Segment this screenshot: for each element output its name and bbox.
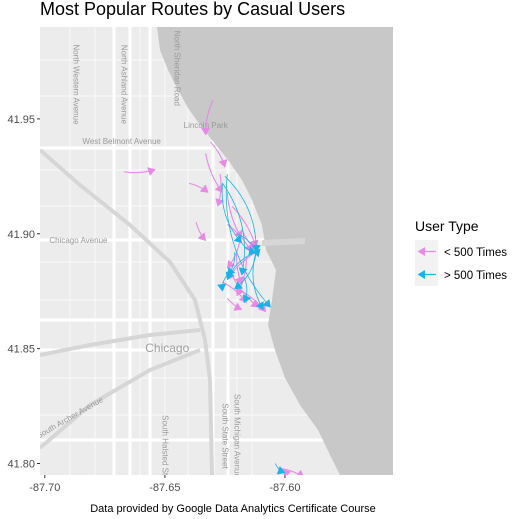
y-tick-label: 41.85 [7, 344, 35, 356]
route-arrowhead [297, 469, 304, 475]
route-arrowhead [227, 259, 236, 269]
map-street-label: North Western Avenue [72, 44, 81, 125]
x-tick-label: -87.60 [269, 482, 300, 494]
route-arrowhead [218, 159, 228, 168]
chart-title: Most Popular Routes by Casual Users [40, 0, 345, 19]
route-arrowhead [199, 184, 209, 193]
map-street-label: North Sheridan Road [172, 31, 181, 106]
route-arrowhead [233, 234, 243, 244]
legend-arrow-over-500 [417, 269, 436, 280]
x-tick-label: -87.70 [29, 482, 60, 494]
map-street-label: North Ashland Avenue [120, 45, 129, 125]
routes-over-500 [217, 173, 286, 475]
expressways [40, 27, 214, 475]
route-arrowhead [234, 281, 243, 290]
route-arrowhead [226, 266, 236, 276]
navy-pier [262, 238, 305, 246]
y-tick-label: 41.80 [7, 459, 35, 471]
route-arrowhead [197, 232, 207, 242]
legend-arrowhead [417, 269, 426, 280]
route-arrowhead [262, 298, 271, 308]
route-arrowhead [147, 167, 156, 176]
route-arrowhead [276, 465, 286, 475]
route-line [222, 182, 245, 276]
route-arrowhead [251, 244, 261, 253]
x-tick-label: -87.65 [149, 482, 180, 494]
legend-label-over-500: > 500 Times [444, 270, 507, 282]
map-street-label: South Halsted Street [160, 415, 169, 490]
route-arrowhead [238, 267, 248, 276]
route-line [224, 176, 257, 253]
map-street-label: South State Street [221, 403, 230, 469]
route-line [225, 173, 271, 308]
route-arrowhead [282, 469, 292, 475]
route-arrowhead [251, 248, 261, 258]
route-arrowhead [200, 127, 211, 136]
x-axis: -87.70 -87.65 -87.60 [29, 475, 301, 494]
route-arrowhead [255, 301, 264, 310]
map-street-label: South Michigan Avenue [233, 394, 242, 478]
y-tick-label: 41.95 [7, 114, 35, 126]
route-arrowhead [215, 198, 225, 207]
route-arrowhead [233, 302, 243, 311]
y-tick-label: 41.90 [7, 229, 35, 241]
lake-michigan [157, 27, 393, 475]
legend: User Type < 500 Times > 500 Times [415, 218, 507, 286]
route-arrowhead [242, 294, 252, 304]
legend-label-under-500: < 500 Times [444, 247, 507, 259]
map-street-label: West Belmont Avenue [82, 137, 161, 146]
chart-caption: Data provided by Google Data Analytics C… [90, 503, 376, 515]
y-axis: 41.80 41.85 41.90 41.95 [7, 114, 40, 471]
map-street-label: Chicago [145, 341, 189, 355]
legend-title: User Type [415, 218, 479, 234]
legend-arrowhead [417, 246, 426, 257]
map-panel: North Sheridan Road North Ashland Avenue N… [40, 27, 393, 490]
legend-arrow-under-500 [417, 246, 436, 257]
route-arrowhead [248, 246, 257, 256]
map-street-label: Chicago Avenue [49, 236, 108, 245]
route-arrowhead [217, 283, 227, 292]
route-arrowhead [234, 276, 244, 285]
